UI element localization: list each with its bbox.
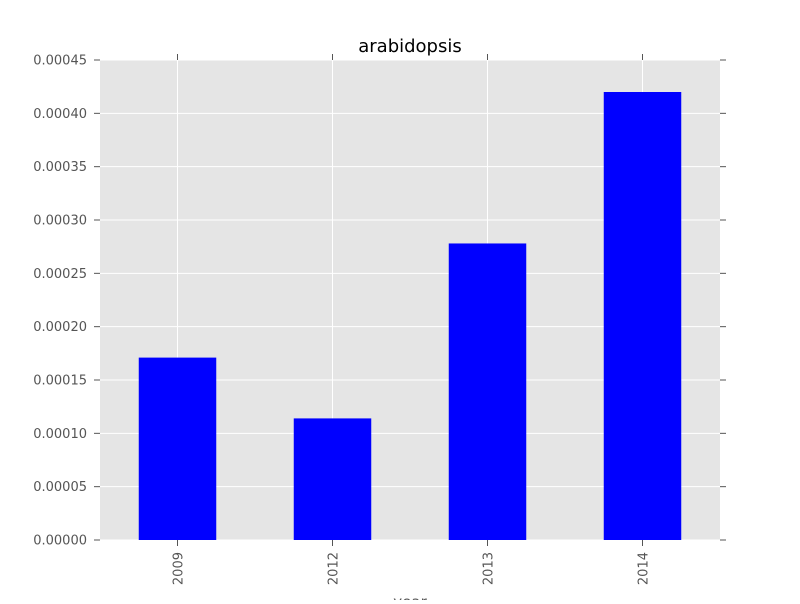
y-tick-label: 0.00005	[33, 480, 87, 495]
y-tick-label: 0.00030	[33, 214, 87, 229]
bars	[138, 92, 682, 540]
bar-2014	[603, 92, 682, 540]
x-axis-label: year	[393, 593, 427, 600]
x-tick-label: 2013	[482, 552, 497, 585]
bar-2009	[138, 357, 217, 540]
chart-title: arabidopsis	[358, 36, 462, 57]
y-tick-label: 0.00010	[33, 427, 87, 442]
x-tick-label: 2012	[327, 552, 342, 585]
y-tick-labels: 0.00000 0.00005 0.00010 0.00015 0.00020 0.000…	[33, 54, 87, 549]
x-tick-label: 2009	[172, 552, 187, 585]
bar-2013	[448, 243, 527, 540]
tick-marks	[94, 54, 726, 546]
y-tick-label: 0.00000	[33, 534, 87, 549]
x-tick-labels: 2009 2012 2013 2014	[172, 552, 652, 585]
x-tick-label: 2014	[637, 552, 652, 585]
bar-2012	[293, 418, 372, 540]
y-tick-label: 0.00020	[33, 320, 87, 335]
y-tick-label: 0.00045	[33, 54, 87, 69]
y-tick-label: 0.00015	[33, 374, 87, 389]
y-tick-label: 0.00025	[33, 267, 87, 282]
y-tick-label: 0.00035	[33, 160, 87, 175]
y-tick-label: 0.00040	[33, 107, 87, 122]
